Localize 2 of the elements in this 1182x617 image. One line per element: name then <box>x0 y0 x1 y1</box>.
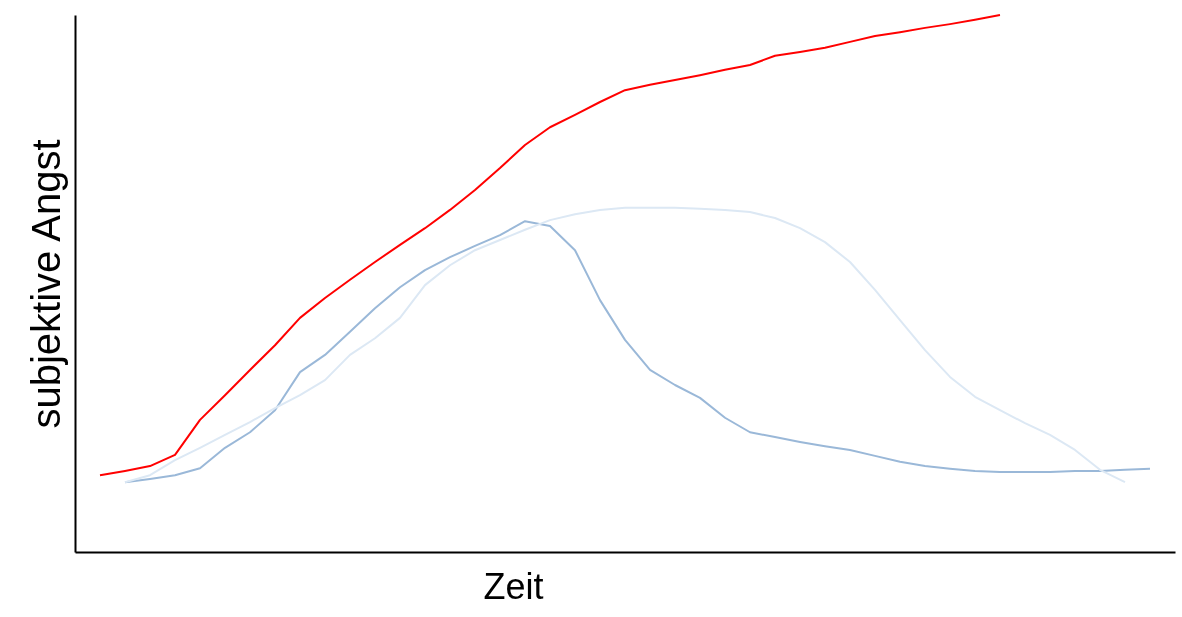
x-axis-title: Zeit <box>483 565 544 607</box>
y-axis-title: subjektive Angst <box>23 139 68 429</box>
